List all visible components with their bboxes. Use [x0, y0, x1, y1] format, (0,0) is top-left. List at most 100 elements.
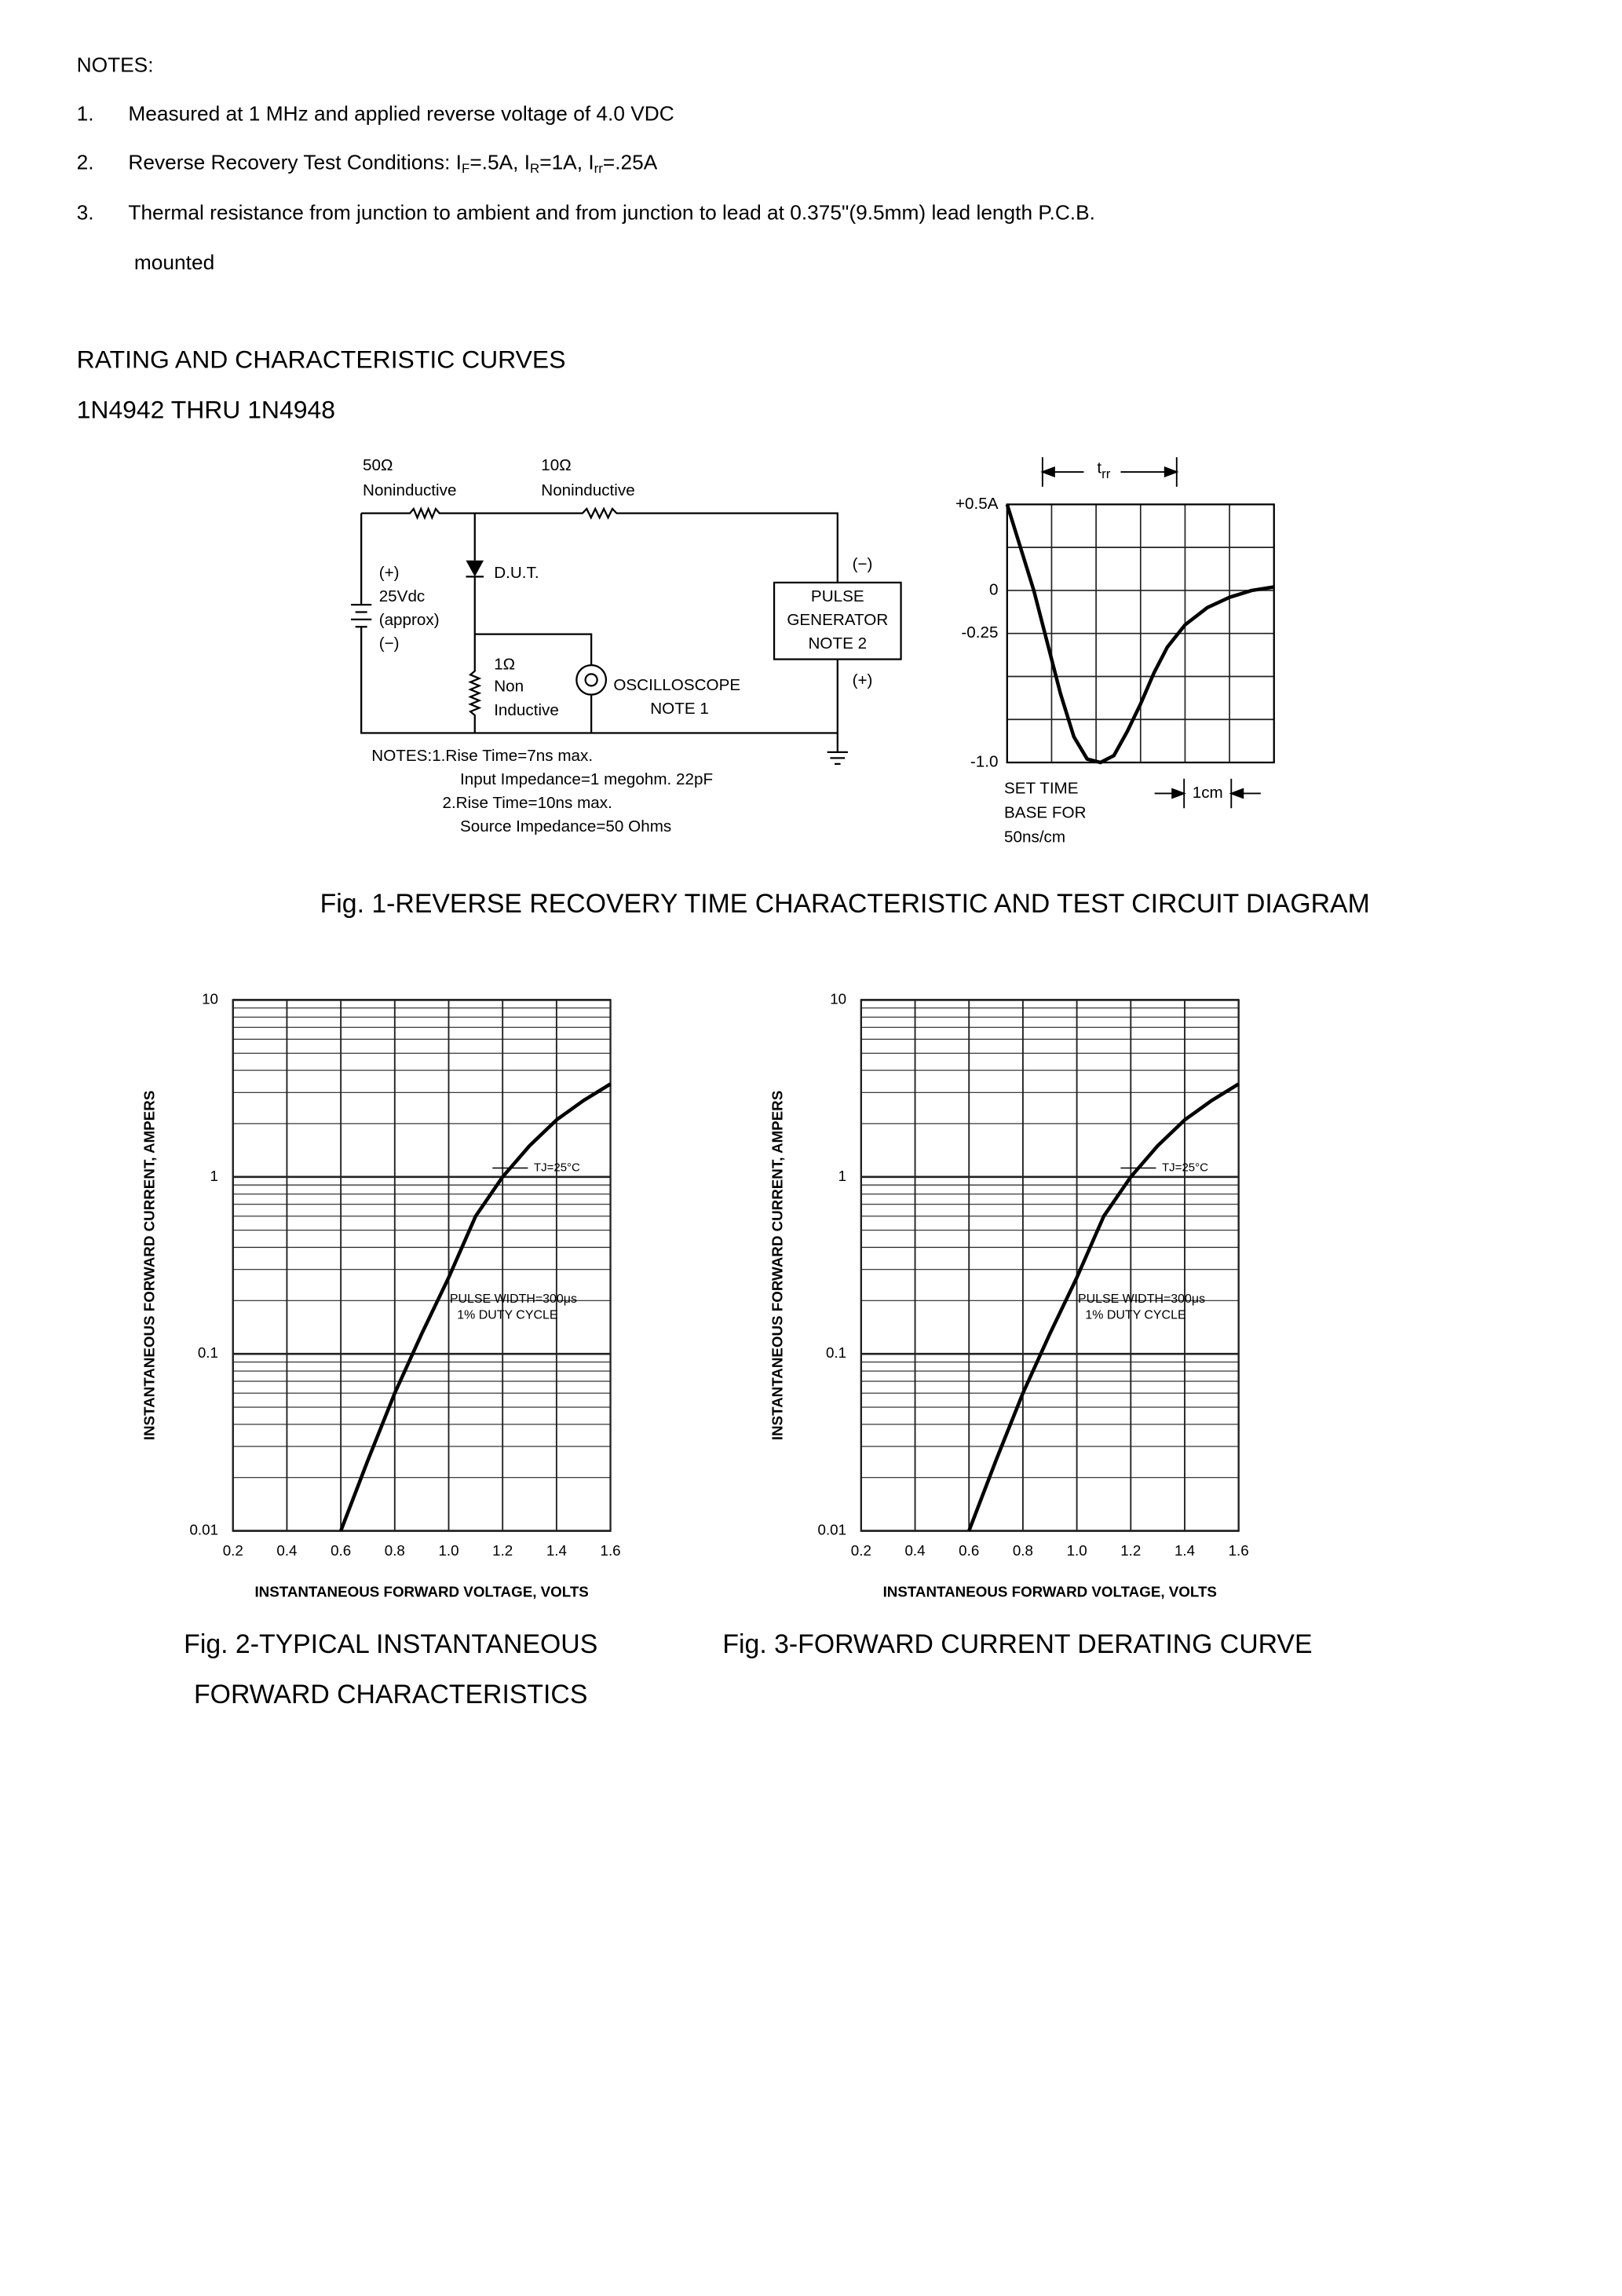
y-tick-label: 0.01 — [818, 1522, 847, 1538]
annotation: 1cm — [1193, 784, 1223, 802]
circuit-note: NOTES:1.Rise Time=7ns max. — [371, 747, 593, 765]
x-tick-label: 0.4 — [904, 1542, 925, 1559]
arrow — [1040, 457, 1179, 487]
label: GENERATOR — [787, 611, 888, 629]
annotation: TJ=25°C — [1162, 1161, 1208, 1175]
figure-caption: Fig. 1-REVERSE RECOVERY TIME CHARACTERIS… — [320, 889, 1370, 919]
y-tick-label: -1.0 — [970, 752, 999, 770]
annotation: TJ=25°C — [534, 1161, 580, 1175]
label: NOTE 1 — [650, 700, 709, 718]
plot-frame — [1006, 503, 1275, 764]
label: (+) — [853, 671, 873, 689]
note-number: 1. — [77, 101, 94, 125]
y-tick-label: 0.1 — [826, 1344, 846, 1361]
x-tick-label: 1.4 — [546, 1542, 567, 1559]
x-tick-label: 1.2 — [492, 1542, 513, 1559]
note-number: 3. — [77, 200, 94, 224]
y-tick-label: 10 — [202, 990, 218, 1007]
label: (+) — [379, 564, 400, 582]
circuit-note: 2.Rise Time=10ns max. — [442, 794, 612, 812]
x-tick-label: 0.2 — [223, 1542, 243, 1559]
wire — [351, 513, 838, 734]
subscript: F — [462, 161, 469, 176]
text-run: t — [1097, 459, 1101, 477]
x-tick-label: 1.0 — [1067, 1542, 1087, 1559]
annotation: PULSE WIDTH=300μs — [1078, 1292, 1205, 1306]
label: 10Ω — [541, 456, 571, 474]
x-tick-label: 0.6 — [331, 1542, 351, 1559]
wire — [361, 506, 848, 766]
label: Noninductive — [363, 481, 456, 499]
annotation: trr — [1097, 459, 1110, 482]
annotation: PULSE WIDTH=300μs — [450, 1292, 577, 1306]
y-tick-label: 1 — [210, 1168, 218, 1184]
annotation: 1% DUTY CYCLE — [457, 1309, 557, 1322]
label: D.U.T. — [494, 564, 539, 582]
y-tick-label: 0.01 — [189, 1522, 218, 1538]
note-number: 2. — [77, 150, 94, 174]
generator-box — [773, 581, 902, 660]
y-tick-label: 10 — [830, 990, 846, 1007]
figure-caption: FORWARD CHARACTERISTICS — [194, 1680, 587, 1709]
text-run: =.25A — [603, 150, 658, 174]
x-tick-label: 0.2 — [851, 1542, 871, 1559]
note-text: Measured at 1 MHz and applied reverse vo… — [128, 101, 674, 125]
y-axis-label: INSTANTANEOUS FORWARD CURRENT, AMPERS — [141, 1091, 158, 1441]
curve — [1005, 503, 1275, 765]
x-tick-label: 0.4 — [276, 1542, 297, 1559]
text-run: Reverse Recovery Test Conditions: I — [128, 150, 462, 174]
x-tick-label: 1.6 — [601, 1542, 621, 1559]
notes-heading: NOTES: — [77, 53, 154, 76]
label: OSCILLOSCOPE — [613, 676, 740, 694]
x-axis-label: INSTANTANEOUS FORWARD VOLTAGE, VOLTS — [883, 1583, 1217, 1600]
scope-symbol — [575, 664, 608, 696]
label: 50Ω — [363, 456, 393, 474]
section-subtitle: 1N4942 THRU 1N4948 — [77, 395, 335, 423]
figure-caption: Fig. 2-TYPICAL INSTANTANEOUS — [184, 1629, 597, 1659]
curve — [339, 1082, 612, 1532]
annotation: 1% DUTY CYCLE — [1085, 1309, 1185, 1322]
y-axis-label: INSTANTANEOUS FORWARD CURRENT, AMPERS — [769, 1091, 786, 1441]
subscript: rr — [1101, 466, 1111, 481]
circuit-note: Source Impedance=50 Ohms — [460, 817, 671, 835]
label: 25Vdc — [379, 587, 426, 605]
subscript: rr — [594, 161, 604, 176]
x-tick-label: 1.6 — [1229, 1542, 1249, 1559]
label: Inductive — [494, 701, 559, 719]
circuit-note: Input Impedance=1 megohm. 22pF — [460, 770, 713, 788]
y-tick-label: 0 — [989, 580, 998, 598]
subscript: R — [530, 161, 539, 176]
annotation: BASE FOR — [1004, 803, 1086, 821]
label: 1Ω — [494, 656, 515, 674]
curve — [967, 1082, 1240, 1532]
y-tick-label: -0.25 — [961, 623, 998, 642]
text-run: =.5A, I — [469, 150, 530, 174]
y-tick-label: 0.1 — [198, 1344, 218, 1361]
x-tick-label: 0.8 — [385, 1542, 405, 1559]
x-tick-label: 1.0 — [438, 1542, 458, 1559]
diode — [466, 560, 484, 577]
x-tick-label: 0.6 — [959, 1542, 979, 1559]
annotation: 50ns/cm — [1004, 828, 1065, 846]
label: (−) — [379, 634, 400, 653]
arrow — [1154, 778, 1261, 809]
x-tick-label: 0.8 — [1013, 1542, 1033, 1559]
x-tick-label: 1.2 — [1120, 1542, 1141, 1559]
note-text: Thermal resistance from junction to ambi… — [128, 200, 1095, 224]
label: PULSE — [811, 587, 864, 605]
label: Non — [494, 678, 524, 696]
x-tick-label: 1.4 — [1174, 1542, 1195, 1559]
note-text: Reverse Recovery Test Conditions: IF=.5A… — [128, 150, 657, 176]
annotation: SET TIME — [1004, 779, 1079, 797]
label: (−) — [853, 555, 873, 573]
label: Noninductive — [541, 481, 634, 499]
y-tick-label: +0.5A — [955, 495, 999, 513]
circuit: 50Ω Noninductive 10Ω Noninductive (+) 25… — [351, 456, 902, 835]
note-text: mounted — [134, 250, 214, 274]
label: NOTE 2 — [809, 634, 868, 653]
text-run: =1A, I — [539, 150, 594, 174]
scope-symbol — [584, 673, 598, 687]
